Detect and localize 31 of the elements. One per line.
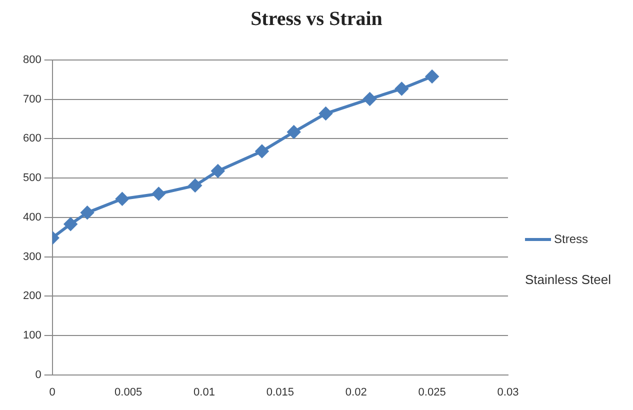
y-tick-label: 800 — [22, 54, 42, 66]
y-tick-label: 0 — [35, 368, 42, 381]
y-tick-label: 200 — [22, 290, 42, 302]
x-tick-label: 0.015 — [266, 386, 294, 398]
x-tick-label: 0.01 — [194, 386, 215, 398]
y-tick-label: 400 — [22, 211, 42, 224]
text: Stainless Steel — [525, 272, 611, 287]
point — [211, 164, 224, 178]
x-tick-label: 0 — [49, 386, 56, 398]
y-tick-label: 100 — [22, 329, 42, 342]
point — [363, 92, 376, 106]
point — [395, 82, 408, 96]
point — [116, 192, 129, 206]
point — [319, 107, 332, 120]
x-tick-label: 0.025 — [418, 386, 446, 398]
y-tick-label: 500 — [22, 172, 42, 184]
point — [255, 144, 268, 158]
point — [188, 179, 202, 192]
point — [80, 206, 94, 220]
x-tick-label: 0.02 — [345, 386, 367, 398]
y-tick-label: 700 — [22, 93, 42, 106]
x-tick-label: 0.005 — [114, 386, 142, 398]
chart-title: Stress vs Strain — [250, 8, 384, 31]
point — [152, 187, 166, 200]
y-tick-label: 600 — [22, 132, 42, 145]
point — [426, 70, 439, 84]
legend-label: Stress — [554, 232, 588, 246]
point — [64, 218, 78, 231]
point — [287, 126, 300, 139]
y-tick-label: 300 — [22, 250, 42, 263]
x-tick-label: 0.03 — [497, 386, 519, 398]
